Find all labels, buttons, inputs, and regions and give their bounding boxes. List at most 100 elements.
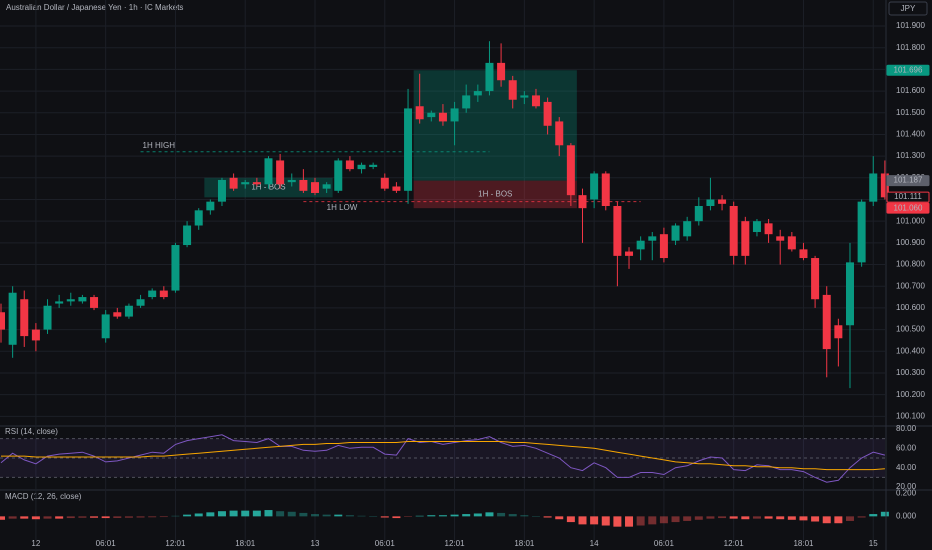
candle-body [31, 329, 40, 341]
price-tag [886, 202, 930, 214]
candle-body [450, 108, 459, 122]
candle-body [124, 305, 133, 317]
candle-body [217, 179, 226, 202]
x-tick-label: 13 [311, 539, 320, 548]
x-tick-label: 12:01 [165, 539, 186, 548]
y-tick-label: 100.400 [896, 346, 925, 355]
x-tick-label: 06:01 [654, 539, 675, 548]
candle-body [311, 182, 320, 193]
macd-bar [822, 516, 831, 524]
candle-body [194, 210, 203, 226]
price-tag-label: 101.696 [894, 65, 923, 74]
macd-bar [450, 514, 459, 517]
macd-bar [694, 516, 703, 520]
candle-body [241, 182, 250, 185]
candle-body [8, 292, 17, 345]
y-tick-label: 101.600 [896, 86, 925, 95]
macd-bar [555, 516, 564, 520]
x-tick-label: 12:01 [724, 539, 745, 548]
macd-bar [787, 516, 796, 520]
price-tag-label: 101.111 [894, 192, 922, 201]
macd-bar [136, 516, 145, 518]
macd-bar [357, 515, 366, 517]
macd-bar [845, 516, 854, 521]
rsi-line [0, 434, 886, 483]
candle-body [799, 249, 808, 259]
candle-body [345, 160, 354, 170]
macd-bar [287, 511, 296, 517]
x-tick-label: 12:01 [445, 539, 466, 548]
candle-body [171, 245, 180, 291]
candle-body [159, 290, 168, 298]
macd-bar [229, 510, 238, 517]
macd-bar [834, 516, 843, 524]
x-tick-label: 18:01 [235, 539, 256, 548]
macd-bar [706, 516, 715, 519]
rsi-band [0, 438, 885, 478]
candle-body [578, 195, 587, 209]
macd-bar [322, 514, 331, 517]
level-label: 1H LOW [327, 203, 358, 212]
macd-bar [415, 515, 424, 517]
candle-body [369, 164, 378, 167]
candle-body [78, 297, 87, 302]
candle-body [20, 299, 29, 337]
zone [413, 70, 577, 181]
candle-body [601, 173, 610, 206]
macd-title: MACD (12, 26, close) [5, 492, 82, 501]
candle-body [264, 158, 273, 185]
candle-body [485, 62, 494, 92]
price-tag [886, 191, 930, 203]
macd-bar [671, 516, 680, 523]
candle-body [473, 91, 482, 96]
currency[interactable]: JPY [901, 4, 916, 13]
macd-bar [427, 515, 436, 517]
macd-bar [171, 515, 180, 517]
candle-body [90, 297, 99, 308]
candle-body [101, 314, 110, 339]
rsi-tick-label: 80.00 [896, 424, 917, 433]
rsi-tick-label: 20.00 [896, 482, 917, 491]
macd-bar [578, 516, 587, 525]
candle-body [729, 205, 738, 256]
candle-body [706, 199, 715, 206]
macd-bar [648, 516, 657, 525]
candle-body [380, 177, 389, 189]
macd-bar [636, 516, 645, 526]
y-tick-label: 101.300 [896, 151, 925, 160]
candle-body [822, 294, 831, 350]
macd-bar [380, 516, 389, 518]
macd-bar [520, 515, 529, 517]
candle-body [776, 236, 785, 241]
candle-body [392, 186, 401, 191]
y-tick-label: 101.800 [896, 43, 925, 52]
macd-bar [241, 510, 250, 517]
currency-box[interactable] [888, 1, 928, 16]
macd-bar [78, 516, 87, 518]
macd-bar [729, 516, 738, 519]
candle-body [613, 205, 622, 256]
macd-tick-label: 0.200 [896, 489, 917, 498]
candle-body [671, 225, 680, 241]
candle-body [566, 145, 575, 196]
macd-bar [124, 516, 133, 518]
candle-body [880, 173, 889, 198]
macd-bar [811, 516, 820, 522]
macd-bar [148, 516, 157, 518]
candle-body [531, 95, 540, 107]
price-tag [886, 175, 930, 187]
macd-bar [392, 516, 401, 519]
level-label: 1H HIGH [143, 141, 176, 150]
macd-bar [206, 512, 215, 517]
macd-bar [55, 516, 64, 519]
candle-body [648, 236, 657, 241]
candle-body [683, 221, 692, 237]
y-tick-label: 101.500 [896, 108, 925, 117]
candle-body [252, 182, 261, 185]
candle-body [752, 221, 761, 233]
candle-body [811, 258, 820, 300]
macd-bar [217, 511, 226, 517]
macd-bar [299, 512, 308, 517]
candle-body [694, 205, 703, 222]
